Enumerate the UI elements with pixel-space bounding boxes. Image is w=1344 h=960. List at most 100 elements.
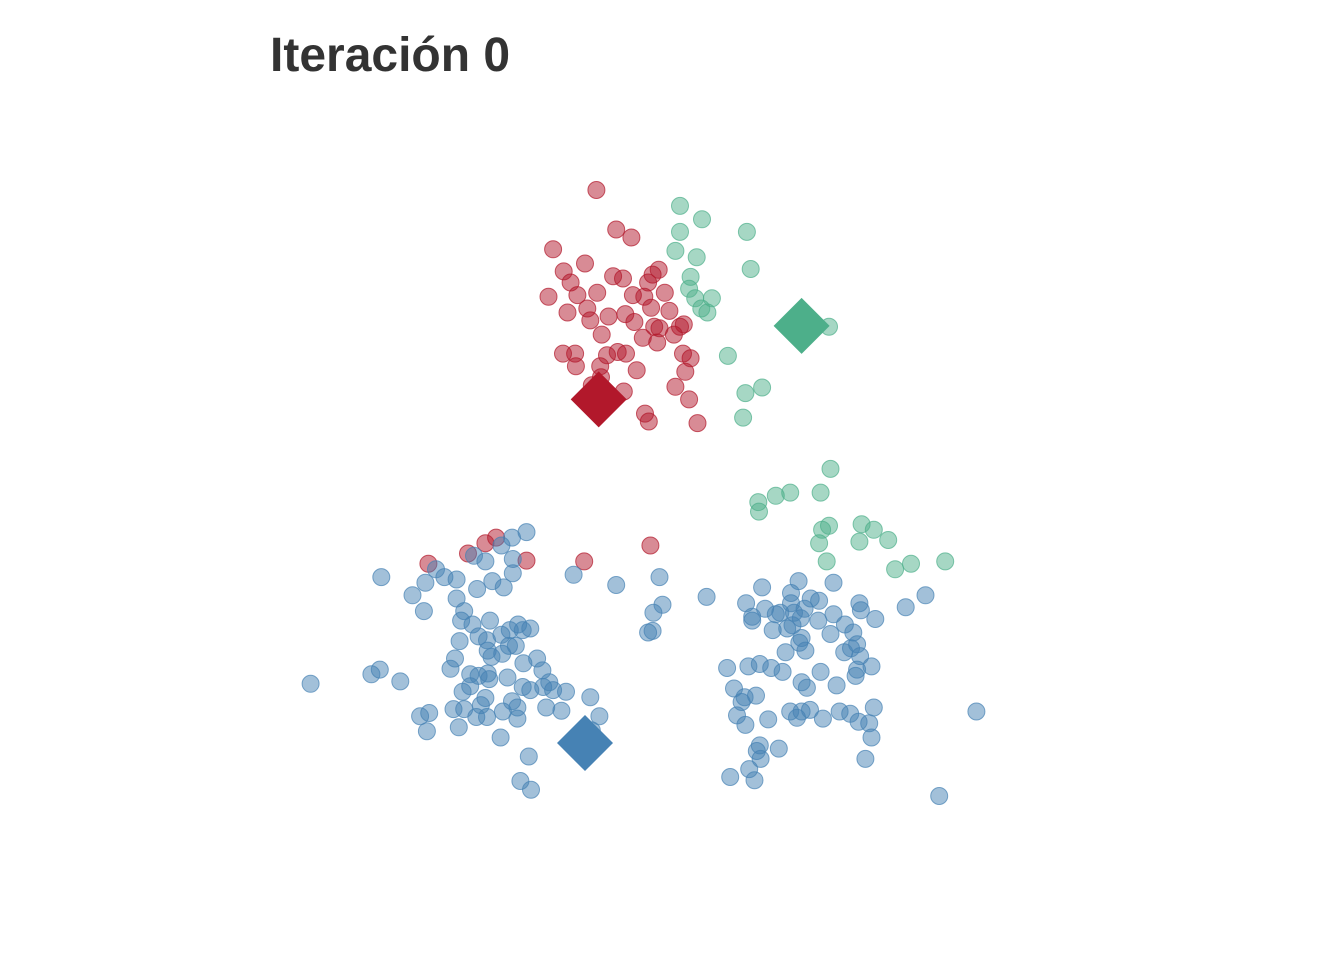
data-point-blue xyxy=(650,568,669,587)
data-point-green xyxy=(781,483,800,502)
data-point-red xyxy=(641,536,660,555)
data-point-blue xyxy=(697,587,716,606)
data-point-red xyxy=(639,412,658,431)
centroid-red xyxy=(570,371,627,428)
data-point-red xyxy=(688,414,707,433)
data-point-red xyxy=(664,325,683,344)
data-point-green xyxy=(902,554,920,573)
centroids xyxy=(557,297,830,772)
data-point-green xyxy=(737,222,756,241)
data-point-blue xyxy=(503,564,522,583)
data-point-blue xyxy=(537,698,556,717)
data-point-blue xyxy=(967,702,986,721)
data-point-blue xyxy=(801,589,820,608)
data-point-red xyxy=(587,181,606,199)
data-point-green xyxy=(718,346,737,365)
data-point-red xyxy=(655,283,674,302)
data-point-red xyxy=(566,357,585,376)
data-point-blue xyxy=(864,698,883,717)
data-point-blue xyxy=(391,672,410,691)
data-point-blue xyxy=(590,707,609,726)
chart-title: Iteración 0 xyxy=(270,29,511,82)
data-point-blue xyxy=(449,718,468,737)
data-point-red xyxy=(544,240,563,259)
data-point-green xyxy=(671,222,689,241)
data-point-blue xyxy=(564,565,583,584)
data-point-red xyxy=(648,333,667,352)
data-point-green xyxy=(666,241,685,260)
data-point-red xyxy=(592,325,611,344)
data-point-blue xyxy=(827,676,846,695)
data-point-blue xyxy=(930,787,949,805)
data-point-green xyxy=(850,532,869,551)
data-point-red xyxy=(627,361,646,380)
data-point-blue xyxy=(771,603,790,622)
data-point-green xyxy=(879,531,898,549)
data-point-blue xyxy=(743,611,762,630)
data-point-blue xyxy=(519,747,538,766)
data-point-blue xyxy=(866,610,885,628)
data-point-blue xyxy=(789,572,808,591)
data-point-blue xyxy=(824,605,843,624)
data-point-blue xyxy=(851,601,870,620)
data-point-blue xyxy=(417,722,436,741)
data-point-red xyxy=(604,267,623,286)
data-point-green xyxy=(750,502,768,521)
data-point-red xyxy=(568,286,587,305)
data-point-blue xyxy=(862,657,881,676)
data-point-green xyxy=(821,459,840,478)
data-point-blue xyxy=(476,552,495,571)
data-point-blue xyxy=(492,536,511,555)
data-point-blue xyxy=(403,586,422,605)
data-point-blue xyxy=(797,678,816,697)
data-point-blue xyxy=(370,660,389,679)
data-point-red xyxy=(617,344,635,363)
data-point-blue xyxy=(763,621,782,640)
data-point-blue xyxy=(753,578,772,597)
data-point-blue xyxy=(750,655,769,673)
data-point-blue xyxy=(481,611,499,630)
data-point-blue xyxy=(813,709,832,728)
data-point-blue xyxy=(773,662,792,681)
data-point-blue xyxy=(503,692,521,711)
data-point-blue xyxy=(811,662,830,681)
data-point-blue xyxy=(480,670,499,689)
data-point-blue xyxy=(824,573,843,592)
data-point-blue xyxy=(521,619,540,638)
data-point-blue xyxy=(791,609,810,628)
data-point-green xyxy=(820,516,838,535)
data-point-blue xyxy=(416,573,435,592)
data-point-red xyxy=(680,390,699,409)
data-point-red xyxy=(558,303,577,322)
data-point-blue xyxy=(508,709,527,728)
data-point-blue xyxy=(732,693,751,711)
data-point-blue xyxy=(736,715,755,734)
data-point-blue xyxy=(851,647,870,666)
data-point-red xyxy=(607,220,626,239)
data-point-blue xyxy=(446,649,464,668)
data-point-blue xyxy=(769,739,788,758)
data-point-blue xyxy=(468,580,487,598)
data-point-green xyxy=(671,196,689,215)
data-point-red xyxy=(588,283,607,302)
data-point-red xyxy=(676,362,695,381)
data-point-blue xyxy=(491,728,510,747)
data-point-blue xyxy=(414,602,433,621)
data-point-red xyxy=(581,311,600,330)
data-point-blue xyxy=(809,611,828,630)
data-point-red xyxy=(575,552,594,571)
data-point-red xyxy=(625,313,644,331)
data-point-green xyxy=(811,483,830,502)
data-point-blue xyxy=(856,749,875,768)
data-point-green xyxy=(736,384,755,403)
data-point-green xyxy=(687,248,706,267)
data-point-blue xyxy=(447,570,466,589)
data-point-blue xyxy=(372,568,391,587)
data-point-blue xyxy=(644,603,663,622)
data-point-blue xyxy=(581,688,600,707)
centroid-blue xyxy=(557,715,613,772)
data-point-blue xyxy=(482,647,501,666)
data-point-blue xyxy=(478,631,496,650)
data-point-red xyxy=(576,254,594,273)
data-point-blue xyxy=(821,625,840,643)
